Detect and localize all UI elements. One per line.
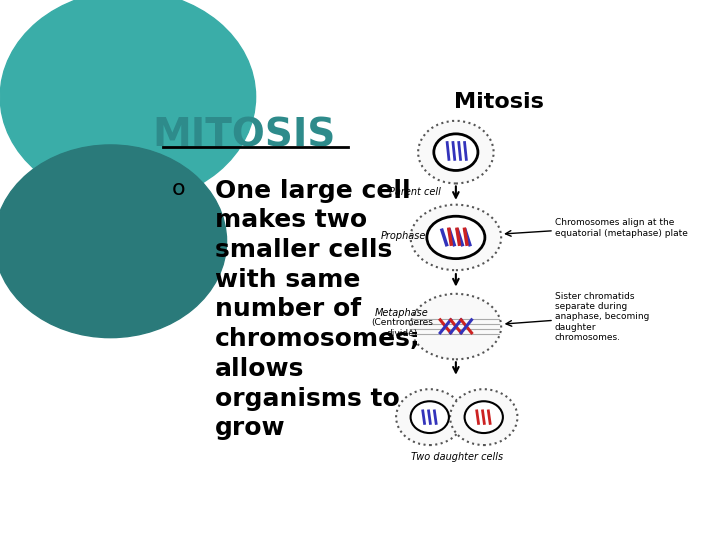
Text: MITOSIS: MITOSIS [153,116,336,154]
Text: Metaphase: Metaphase [375,308,429,318]
Ellipse shape [410,294,501,359]
Ellipse shape [410,401,449,433]
Text: Chromosomes align at the
equatorial (metaphase) plate: Chromosomes align at the equatorial (met… [554,218,688,238]
Text: Mitosis: Mitosis [454,92,544,112]
Text: One large cell
makes two
smaller cells
with same
number of
chromosomes;
allows
o: One large cell makes two smaller cells w… [215,179,420,440]
Ellipse shape [464,401,503,433]
Text: (Centromeres
divide): (Centromeres divide) [371,318,433,338]
Text: Parent cell: Parent cell [390,187,441,197]
Ellipse shape [434,134,478,171]
Circle shape [0,0,256,202]
Text: Two daughter cells: Two daughter cells [411,453,503,462]
Text: Prophase: Prophase [380,232,426,241]
Ellipse shape [396,389,464,445]
Text: Sister chromatids
separate during
anaphase, becoming
daughter
chromosomes.: Sister chromatids separate during anapha… [554,292,649,342]
Ellipse shape [450,389,518,445]
Ellipse shape [410,205,501,270]
Ellipse shape [427,216,485,259]
Circle shape [0,145,227,338]
Text: o: o [171,179,185,199]
Ellipse shape [418,121,494,184]
